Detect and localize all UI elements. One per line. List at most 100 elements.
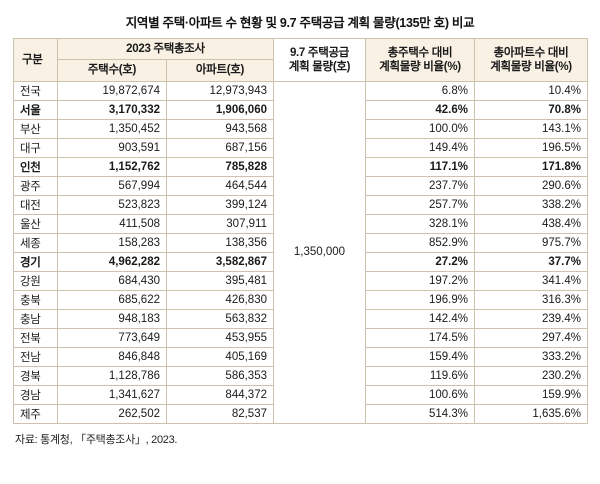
region-cell: 충남 [13, 308, 58, 329]
house-count-cell: 685,622 [57, 289, 167, 310]
apt-count-cell: 3,582,867 [166, 251, 274, 272]
region-cell: 전남 [13, 346, 58, 367]
apt-count-cell: 426,830 [166, 289, 274, 310]
region-cell: 경남 [13, 384, 58, 405]
region-cell: 경북 [13, 365, 58, 386]
header-region: 구분 [13, 38, 58, 82]
region-cell: 경기 [13, 251, 58, 272]
apt-count-cell: 785,828 [166, 156, 274, 177]
header-house-count: 주택수(호) [57, 59, 167, 82]
house-ratio-cell: 6.8% [365, 80, 475, 101]
table-row: 경북 1,128,786 586,353 119.6% 230.2% [13, 365, 588, 386]
apt-ratio-cell: 37.7% [474, 251, 588, 272]
apt-ratio-cell: 143.1% [474, 118, 588, 139]
apt-count-cell: 12,973,943 [166, 80, 274, 101]
apt-count-cell: 464,544 [166, 175, 274, 196]
apt-count-cell: 138,356 [166, 232, 274, 253]
apt-count-cell: 687,156 [166, 137, 274, 158]
house-count-cell: 773,649 [57, 327, 167, 348]
apt-count-cell: 1,906,060 [166, 99, 274, 120]
table-body: 전국 19,872,674 12,973,943 1,350,000 6.8% 10.4%… [13, 80, 588, 424]
table-header: 구분 2023 주택총조사 9.7 주택공급 계획 물량(호) 총주택수 대비 … [13, 37, 588, 82]
house-count-cell: 903,591 [57, 137, 167, 158]
table-row: 전국 19,872,674 12,973,943 1,350,000 6.8% 10.4% [13, 80, 588, 424]
apt-count-cell: 82,537 [166, 403, 274, 424]
region-cell: 울산 [13, 213, 58, 234]
apt-count-cell: 563,832 [166, 308, 274, 329]
apt-ratio-cell: 290.6% [474, 175, 588, 196]
apt-count-cell: 586,353 [166, 365, 274, 386]
apt-ratio-cell: 10.4% [474, 80, 588, 101]
house-ratio-cell: 237.7% [365, 175, 475, 196]
house-ratio-cell: 514.3% [365, 403, 475, 424]
house-count-cell: 1,152,762 [57, 156, 167, 177]
house-count-cell: 1,128,786 [57, 365, 167, 386]
house-ratio-cell: 27.2% [365, 251, 475, 272]
region-cell: 대구 [13, 137, 58, 158]
apt-count-cell: 453,955 [166, 327, 274, 348]
house-count-cell: 1,350,452 [57, 118, 167, 139]
house-ratio-cell: 174.5% [365, 327, 475, 348]
region-cell: 세종 [13, 232, 58, 253]
house-ratio-cell: 100.6% [365, 384, 475, 405]
region-cell: 광주 [13, 175, 58, 196]
region-cell: 대전 [13, 194, 58, 215]
region-cell: 전국 [13, 80, 58, 101]
header-house-ratio: 총주택수 대비 계획물량 비율(%) [365, 38, 475, 82]
apt-ratio-cell: 975.7% [474, 232, 588, 253]
housing-comparison-table: 구분 2023 주택총조사 9.7 주택공급 계획 물량(호) 총주택수 대비 … [13, 37, 588, 424]
region-cell: 부산 [13, 118, 58, 139]
header-survey-group: 2023 주택총조사 [57, 37, 274, 61]
house-count-cell: 523,823 [57, 194, 167, 215]
region-cell: 강원 [13, 270, 58, 291]
house-ratio-cell: 142.4% [365, 308, 475, 329]
header-plan-volume: 9.7 주택공급 계획 물량(호) [273, 38, 366, 82]
apt-ratio-cell: 1,635.6% [474, 403, 588, 424]
apt-ratio-cell: 239.4% [474, 308, 588, 329]
table-row: 서울 3,170,332 1,906,060 42.6% 70.8% [13, 99, 588, 120]
apt-count-cell: 395,481 [166, 270, 274, 291]
house-count-cell: 948,183 [57, 308, 167, 329]
apt-count-cell: 943,568 [166, 118, 274, 139]
table-row: 충남 948,183 563,832 142.4% 239.4% [13, 308, 588, 329]
source-footnote: 자료: 통계청, 「주택총조사」, 2023. [15, 433, 178, 446]
page-title: 지역별 주택·아파트 수 현황 및 9.7 주택공급 계획 물량(135만 호)… [125, 16, 475, 30]
house-count-cell: 411,508 [57, 213, 167, 234]
house-count-cell: 3,170,332 [57, 99, 167, 120]
house-count-cell: 1,341,627 [57, 384, 167, 405]
apt-count-cell: 405,169 [166, 346, 274, 367]
region-cell: 충북 [13, 289, 58, 310]
apt-ratio-cell: 333.2% [474, 346, 588, 367]
apt-ratio-cell: 316.3% [474, 289, 588, 310]
table-row: 제주 262,502 82,537 514.3% 1,635.6% [13, 403, 588, 424]
apt-ratio-cell: 438.4% [474, 213, 588, 234]
house-ratio-cell: 257.7% [365, 194, 475, 215]
region-cell: 제주 [13, 403, 58, 424]
apt-count-cell: 307,911 [166, 213, 274, 234]
house-ratio-cell: 197.2% [365, 270, 475, 291]
apt-ratio-cell: 196.5% [474, 137, 588, 158]
header-apt-count: 아파트(호) [166, 59, 274, 82]
house-count-cell: 4,962,282 [57, 251, 167, 272]
house-ratio-cell: 159.4% [365, 346, 475, 367]
apt-count-cell: 399,124 [166, 194, 274, 215]
apt-ratio-cell: 338.2% [474, 194, 588, 215]
table-row: 인천 1,152,762 785,828 117.1% 171.8% [13, 156, 588, 177]
house-ratio-cell: 42.6% [365, 99, 475, 120]
table-row: 세종 158,283 138,356 852.9% 975.7% [13, 232, 588, 253]
table-row: 대구 903,591 687,156 149.4% 196.5% [13, 137, 588, 158]
house-ratio-cell: 149.4% [365, 137, 475, 158]
house-count-cell: 19,872,674 [57, 80, 167, 101]
house-ratio-cell: 852.9% [365, 232, 475, 253]
apt-ratio-cell: 341.4% [474, 270, 588, 291]
house-count-cell: 567,994 [57, 175, 167, 196]
apt-ratio-cell: 70.8% [474, 99, 588, 120]
apt-ratio-cell: 159.9% [474, 384, 588, 405]
region-cell: 인천 [13, 156, 58, 177]
house-count-cell: 846,848 [57, 346, 167, 367]
house-count-cell: 684,430 [57, 270, 167, 291]
table-row: 광주 567,994 464,544 237.7% 290.6% [13, 175, 588, 196]
region-cell: 전북 [13, 327, 58, 348]
apt-ratio-cell: 171.8% [474, 156, 588, 177]
